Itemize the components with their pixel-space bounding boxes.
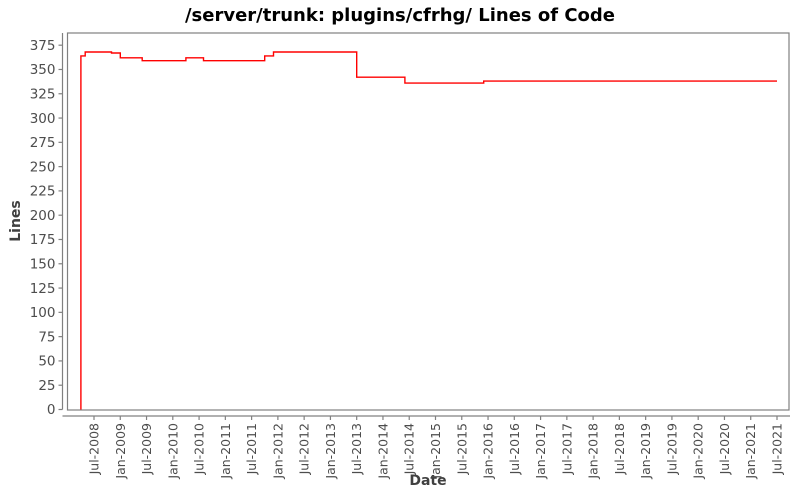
y-tick-label: 250 [30, 159, 56, 175]
y-tick-label: 200 [30, 208, 56, 224]
x-tick-label: Jul-2016 [507, 423, 522, 475]
x-tick-label: Jan-2016 [481, 423, 496, 480]
x-tick-label: Jul-2020 [717, 423, 732, 475]
x-tick-label: Jul-2021 [770, 423, 785, 475]
loc-series-line [80, 51, 777, 410]
y-tick-label: 75 [38, 329, 55, 345]
x-tick-label: Jul-2018 [612, 423, 627, 475]
x-tick-label: Jan-2009 [113, 423, 128, 480]
x-tick-label: Jan-2021 [743, 423, 758, 480]
x-tick-label: Jul-2010 [192, 423, 207, 475]
y-tick-label: 0 [47, 402, 56, 418]
chart-title: /server/trunk: plugins/cfrhg/ Lines of C… [184, 5, 616, 26]
x-tick-label: Jan-2014 [376, 423, 391, 480]
x-tick-label: Jan-2012 [270, 423, 285, 480]
y-tick-label: 350 [30, 62, 56, 78]
y-tick-label: 50 [38, 354, 55, 370]
x-tick-label: Jul-2015 [454, 423, 469, 475]
x-tick-label: Jan-2019 [638, 423, 653, 480]
x-tick-label: Jul-2013 [349, 423, 364, 475]
y-tick-label: 125 [30, 281, 56, 297]
y-tick-label: 300 [30, 111, 56, 127]
x-tick-label: Jul-2019 [664, 423, 679, 475]
y-tick-label: 375 [30, 38, 56, 54]
x-tick-label: Jul-2008 [87, 423, 102, 475]
y-tick-label: 25 [38, 378, 55, 394]
x-tick-label: Jan-2015 [428, 423, 443, 480]
y-tick-label: 275 [30, 135, 56, 151]
x-tick-label: Jan-2010 [165, 423, 180, 480]
x-tick-label: Jul-2011 [244, 423, 259, 475]
x-tick-label: Jul-2012 [297, 423, 312, 475]
x-axis-label: Date [409, 473, 447, 489]
y-tick-label: 175 [30, 232, 56, 248]
x-tick-label: Jul-2017 [559, 423, 574, 475]
y-tick-label: 225 [30, 184, 56, 200]
x-tick-label: Jan-2020 [691, 423, 706, 480]
x-tick-label: Jan-2017 [533, 423, 548, 480]
x-tick-label: Jul-2014 [402, 423, 417, 475]
x-tick-label: Jan-2011 [218, 423, 233, 480]
plot-border [66, 32, 790, 411]
x-tick-label: Jul-2009 [139, 423, 154, 475]
y-tick-label: 325 [30, 86, 56, 102]
y-tick-label: 100 [30, 305, 56, 321]
x-tick-label: Jan-2013 [323, 423, 338, 480]
y-tick-label: 150 [30, 257, 56, 273]
x-tick-label: Jan-2018 [586, 423, 601, 480]
